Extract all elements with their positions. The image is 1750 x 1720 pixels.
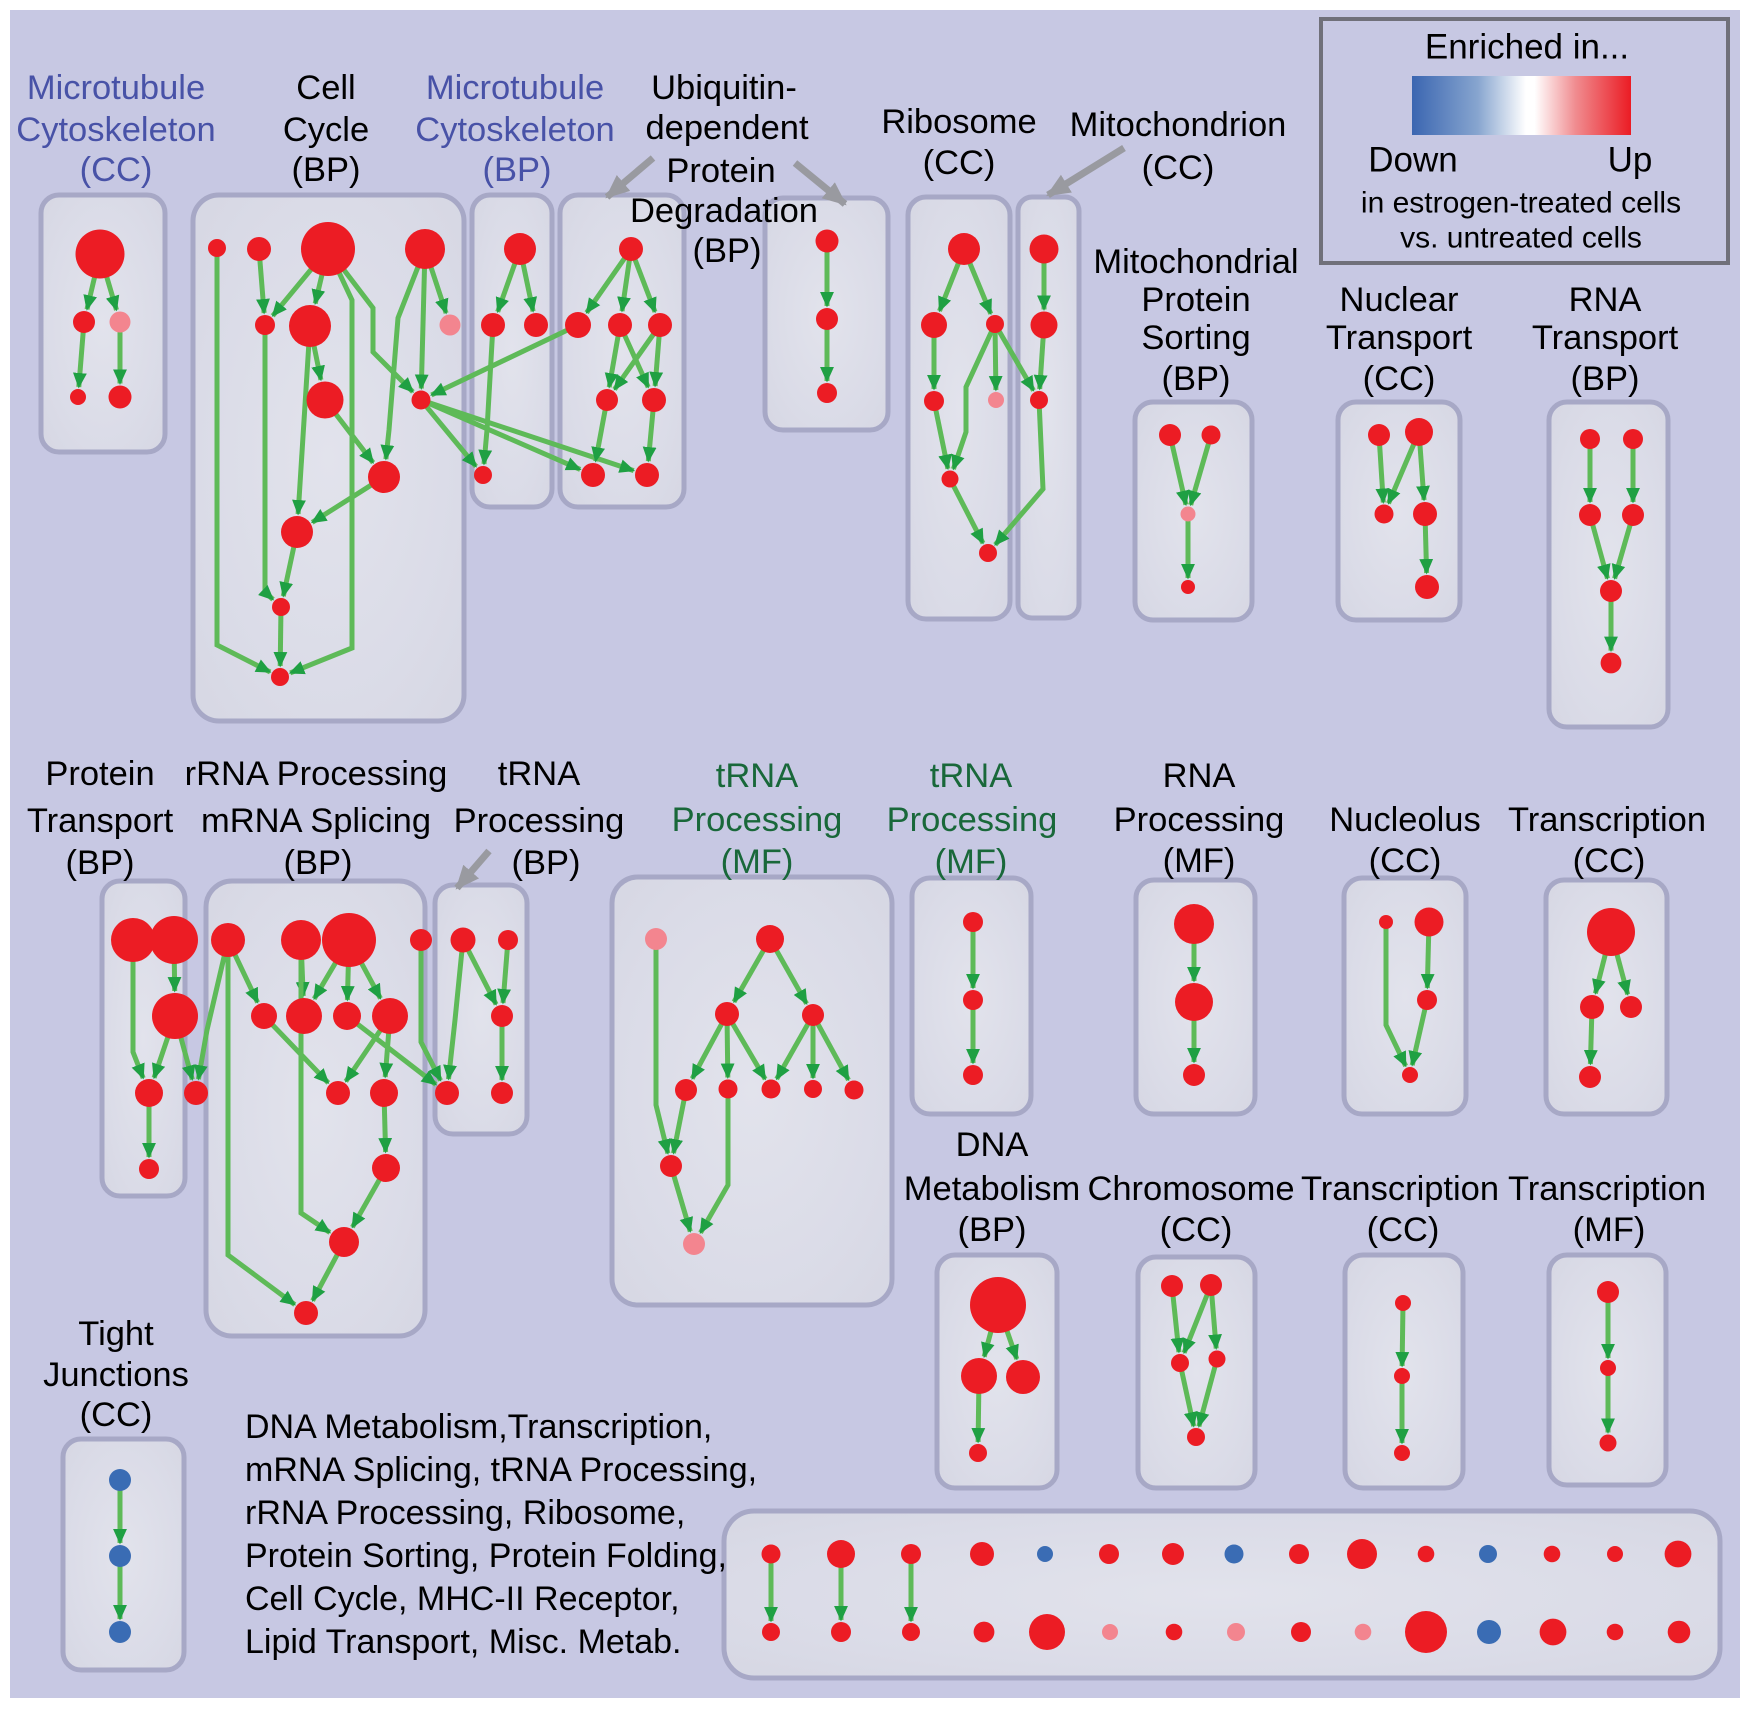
svg-text:(MF): (MF) — [1573, 1211, 1646, 1249]
svg-text:Down: Down — [1368, 141, 1457, 180]
svg-text:Microtubule: Microtubule — [426, 69, 604, 107]
svg-text:Metabolism: Metabolism — [904, 1170, 1080, 1208]
svg-text:(CC): (CC) — [80, 151, 153, 189]
svg-text:(CC): (CC) — [1142, 149, 1215, 187]
svg-text:(BP): (BP) — [284, 844, 353, 882]
svg-text:(CC): (CC) — [1160, 1211, 1233, 1249]
svg-text:Lipid Transport, Misc. Metab.: Lipid Transport, Misc. Metab. — [245, 1623, 682, 1661]
svg-text:(BP): (BP) — [483, 151, 552, 189]
svg-text:Degradation: Degradation — [630, 192, 818, 230]
svg-text:(BP): (BP) — [1571, 360, 1640, 398]
svg-text:Protein Sorting, Protein Foldi: Protein Sorting, Protein Folding, — [245, 1537, 727, 1575]
svg-text:Cytoskeleton: Cytoskeleton — [16, 111, 215, 149]
svg-text:Mitochondrial: Mitochondrial — [1093, 243, 1298, 281]
svg-text:(BP): (BP) — [292, 151, 361, 189]
svg-text:RNA: RNA — [1569, 281, 1642, 319]
svg-text:Ubiquitin-: Ubiquitin- — [651, 69, 797, 107]
svg-text:Processing: Processing — [1114, 801, 1285, 839]
svg-text:dependent: dependent — [645, 109, 808, 147]
svg-text:Sorting: Sorting — [1141, 319, 1250, 357]
svg-text:Nucleolus: Nucleolus — [1329, 801, 1481, 839]
svg-text:Mitochondrion: Mitochondrion — [1070, 106, 1287, 144]
svg-text:Cell Cycle, MHC-II Receptor,: Cell Cycle, MHC-II Receptor, — [245, 1580, 680, 1618]
svg-text:(MF): (MF) — [1163, 842, 1236, 880]
svg-text:(CC): (CC) — [1573, 842, 1646, 880]
svg-text:Cell: Cell — [296, 69, 355, 107]
svg-text:Protein: Protein — [45, 755, 154, 793]
svg-text:rRNA Processing: rRNA Processing — [185, 755, 448, 793]
svg-text:Ribosome: Ribosome — [881, 103, 1036, 141]
svg-text:Processing: Processing — [672, 801, 843, 839]
svg-text:tRNA: tRNA — [498, 755, 580, 793]
svg-text:Cytoskeleton: Cytoskeleton — [415, 111, 614, 149]
svg-text:in estrogen-treated cells: in estrogen-treated cells — [1361, 187, 1681, 220]
svg-text:Chromosome: Chromosome — [1087, 1170, 1294, 1208]
svg-text:Processing: Processing — [454, 802, 625, 840]
svg-text:(BP): (BP) — [1162, 360, 1231, 398]
svg-text:Tight: Tight — [78, 1315, 154, 1353]
svg-text:Junctions: Junctions — [43, 1356, 189, 1394]
svg-text:Transport: Transport — [27, 802, 174, 840]
svg-text:Transcription: Transcription — [1508, 801, 1706, 839]
svg-text:tRNA: tRNA — [716, 757, 798, 795]
svg-text:(CC): (CC) — [1363, 360, 1436, 398]
svg-text:(CC): (CC) — [1369, 842, 1442, 880]
svg-text:(MF): (MF) — [721, 843, 794, 881]
svg-text:Up: Up — [1608, 141, 1653, 180]
svg-text:Protein: Protein — [1141, 281, 1250, 319]
svg-text:Protein: Protein — [666, 152, 775, 190]
svg-text:(CC): (CC) — [80, 1396, 153, 1434]
svg-text:RNA: RNA — [1163, 757, 1236, 795]
svg-text:DNA Metabolism,Transcription,: DNA Metabolism,Transcription, — [245, 1408, 712, 1446]
svg-text:(BP): (BP) — [958, 1211, 1027, 1249]
svg-text:(BP): (BP) — [693, 232, 762, 270]
svg-text:(CC): (CC) — [923, 144, 996, 182]
svg-text:mRNA Splicing: mRNA Splicing — [201, 802, 431, 840]
svg-text:mRNA Splicing, tRNA Processing: mRNA Splicing, tRNA Processing, — [245, 1451, 757, 1489]
svg-text:Processing: Processing — [887, 801, 1058, 839]
svg-text:(CC): (CC) — [1367, 1211, 1440, 1249]
svg-text:Enriched in...: Enriched in... — [1425, 28, 1629, 67]
svg-text:(BP): (BP) — [512, 844, 581, 882]
svg-text:DNA: DNA — [956, 1126, 1029, 1164]
svg-text:Microtubule: Microtubule — [27, 69, 205, 107]
svg-text:Transport: Transport — [1326, 319, 1473, 357]
svg-text:tRNA: tRNA — [930, 757, 1012, 795]
svg-text:Transcription: Transcription — [1508, 1170, 1706, 1208]
svg-text:(MF): (MF) — [935, 843, 1008, 881]
svg-text:Cycle: Cycle — [283, 111, 369, 149]
svg-text:Transport: Transport — [1532, 319, 1679, 357]
svg-text:Transcription: Transcription — [1301, 1170, 1499, 1208]
svg-text:Nuclear: Nuclear — [1340, 281, 1459, 319]
svg-text:(BP): (BP) — [66, 844, 135, 882]
svg-text:rRNA Processing, Ribosome,: rRNA Processing, Ribosome, — [245, 1494, 685, 1532]
svg-text:vs. untreated cells: vs. untreated cells — [1400, 222, 1642, 255]
